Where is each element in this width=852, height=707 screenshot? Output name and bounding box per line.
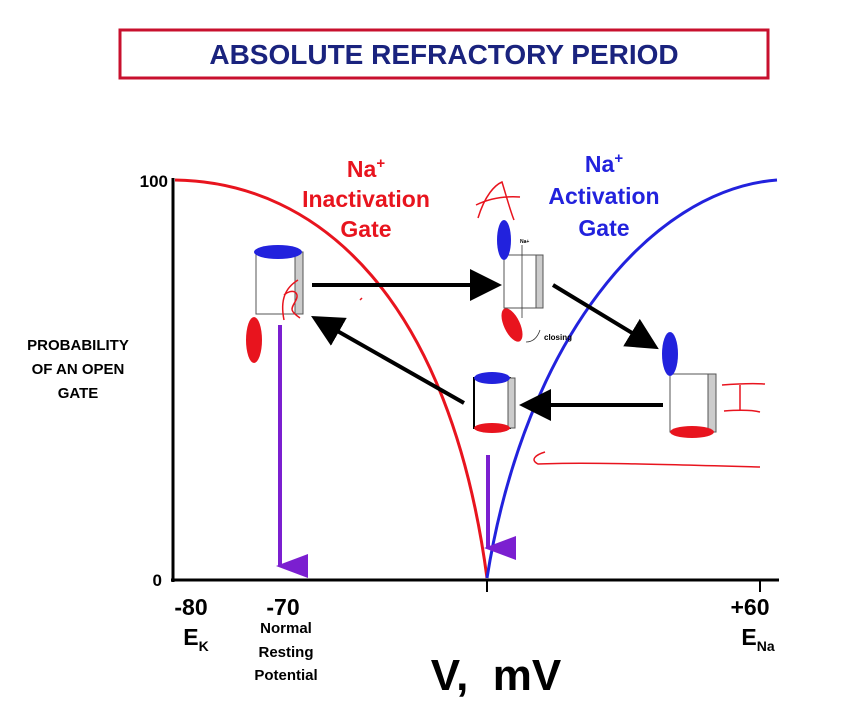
inactivation-curve bbox=[174, 178, 489, 579]
title: ABSOLUTE REFRACTORY PERIOD bbox=[209, 39, 678, 70]
y-bottom: 0 bbox=[153, 571, 162, 590]
gate-note: closing bbox=[544, 333, 572, 342]
x-tick-label: -80 bbox=[174, 594, 207, 620]
arrow bbox=[311, 316, 465, 405]
annotation bbox=[281, 180, 766, 468]
y-top: 100 bbox=[140, 172, 168, 191]
rest-note: Normal bbox=[260, 620, 312, 637]
y-label: OF AN OPEN bbox=[32, 361, 125, 378]
y-label: GATE bbox=[58, 385, 99, 402]
gate-open bbox=[497, 220, 544, 343]
gate-recovering bbox=[473, 372, 516, 433]
x-end-name: EK bbox=[183, 624, 208, 654]
activation-label: Activation bbox=[548, 183, 659, 209]
gate-note: Na+ bbox=[520, 239, 529, 245]
inactivation-ion: Na+ bbox=[347, 155, 385, 182]
activation-label: Gate bbox=[578, 215, 629, 241]
rest-note: Potential bbox=[254, 667, 317, 684]
x-label: V, mV bbox=[431, 651, 562, 700]
inactivation-label: Inactivation bbox=[302, 186, 430, 212]
x-tick-label: -70 bbox=[266, 594, 299, 620]
x-tick-label: +60 bbox=[730, 594, 769, 620]
inactivation-label: Gate bbox=[340, 216, 391, 242]
y-label: PROBABILITY bbox=[27, 337, 129, 354]
arrow bbox=[551, 283, 659, 350]
activation-curve bbox=[485, 178, 778, 579]
x-end-name: ENa bbox=[741, 624, 774, 654]
title-box bbox=[118, 28, 770, 80]
gate-inactivated bbox=[662, 332, 717, 438]
activation-ion: Na+ bbox=[585, 150, 623, 177]
rest-note: Resting bbox=[258, 644, 313, 661]
